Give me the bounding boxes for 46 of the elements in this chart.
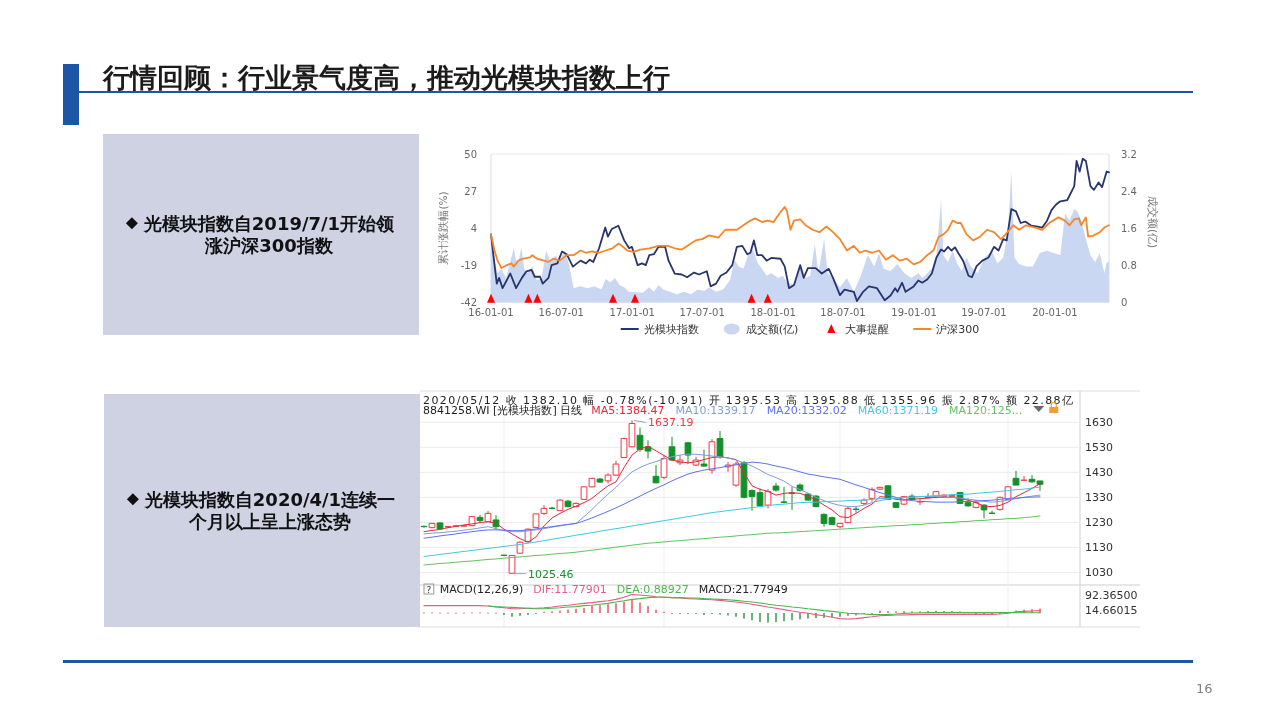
text: 16 [1196, 681, 1213, 696]
y-tick-label: 92.36500 [1085, 588, 1138, 602]
text: MA5:1384.47 [591, 404, 665, 417]
x-tick-label: 16-01-01 [468, 307, 514, 318]
x-tick-label: 19-01-01 [891, 307, 937, 318]
legend-label: 光模块指数 [643, 323, 699, 336]
y-axis-title: 累计涨跌幅(%) [437, 191, 449, 265]
text: 光模块指数自2019/7/1开始领涨沪深300指数 [142, 212, 396, 257]
y-tick-label: 1230 [1085, 516, 1113, 530]
y-tick-label: -42 [460, 296, 477, 308]
y2-tick-label: 0 [1121, 296, 1128, 308]
y-tick-label: 27 [464, 185, 477, 197]
series-label: DEA:0.88927 [616, 583, 689, 596]
y2-tick-label: 3.2 [1121, 148, 1137, 160]
y2-axis-title: 成交额(亿) [1147, 195, 1159, 249]
y2-tick-label: 1.6 [1121, 222, 1137, 234]
x-tick-label: 20-01-01 [1032, 307, 1078, 318]
x-tick-label: 19-07-01 [961, 307, 1007, 318]
x-tick-label: 17-01-01 [609, 307, 655, 318]
y-tick-label: 1130 [1085, 541, 1113, 555]
y-tick-label: 1430 [1085, 466, 1113, 480]
legend-label: 沪深300 [936, 323, 980, 336]
y-tick-label: 1330 [1085, 491, 1113, 505]
annotation: MACD:21.77949 [698, 583, 788, 596]
y2-tick-label: 2.4 [1121, 185, 1137, 197]
annotation: 1637.19 [648, 416, 694, 430]
text: 光模块指数自2020/4/1连续一个月以上呈上涨态势 [143, 488, 396, 533]
legend-label: 成交额(亿) [745, 323, 799, 336]
x-tick-label: 16-07-01 [538, 307, 584, 318]
y-tick-label: 14.66015 [1085, 604, 1138, 618]
chart-title: 行情回顾：行业景气度高，推动光模块指数上行 [102, 62, 670, 93]
chart-title: MACD(12,26,9) [439, 583, 524, 596]
x-tick-label: 18-01-01 [750, 307, 796, 318]
y-tick-label: -19 [460, 259, 477, 271]
y-tick-label: 1630 [1085, 416, 1113, 430]
annotation: 8841258.WI [光模块指数] 日线 [423, 404, 583, 417]
x-tick-label: 18-07-01 [820, 307, 866, 318]
y-tick-label: 1030 [1085, 566, 1113, 580]
series-label: DIF:11.77901 [533, 583, 607, 596]
x-tick-label: 17-07-01 [679, 307, 725, 318]
legend-label: 大事提醒 [845, 323, 890, 336]
y-tick-label: 4 [470, 222, 477, 234]
y2-tick-label: 0.8 [1121, 259, 1137, 271]
y-tick-label: 50 [464, 148, 477, 160]
y-tick-label: 1530 [1085, 441, 1113, 455]
annotation: 1025.46 [528, 567, 574, 581]
